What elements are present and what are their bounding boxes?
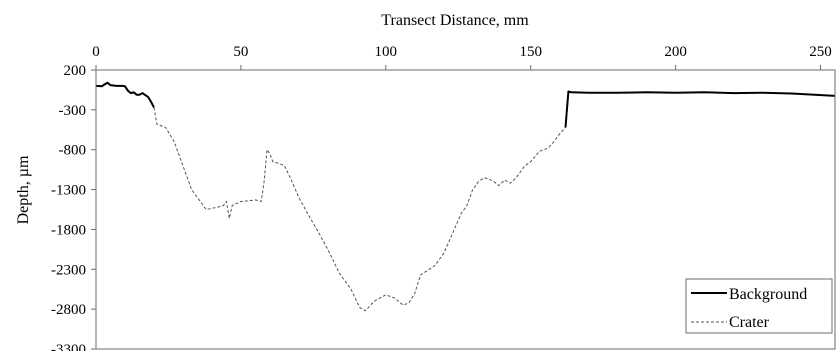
y-tick-label: -300: [59, 103, 87, 119]
series-layer: [95, 81, 836, 312]
x-axis-ticks: 0 50 100 150 200 250: [92, 44, 832, 70]
x-tick-label: 150: [519, 44, 542, 60]
y-tick-label: -2300: [51, 262, 86, 278]
x-tick-label: 200: [664, 44, 687, 60]
y-tick-label: 200: [64, 63, 87, 79]
y-tick-label: -800: [59, 143, 87, 159]
series-line-background: [95, 81, 155, 108]
legend-label-crater: Crater: [729, 314, 770, 331]
plot-area-frame: [95, 69, 836, 350]
x-tick-label: 100: [375, 44, 398, 60]
y-tick-label: -3300: [51, 342, 86, 351]
y-tick-label: -2800: [51, 302, 86, 318]
y-axis-ticks: 200 -300 -800 -1300 -1800 -2300 -2800 -3300: [51, 63, 96, 351]
legend: Background Crater: [685, 278, 833, 334]
legend-box: [685, 278, 833, 334]
y-axis-title: Depth, µm: [15, 155, 32, 224]
series-line-crater: [153, 107, 566, 312]
x-tick-label: 0: [92, 44, 100, 60]
series-line-background-right: [564, 90, 836, 128]
x-tick-label: 50: [233, 44, 248, 60]
y-tick-label: -1300: [51, 183, 86, 199]
x-axis-title: Transect Distance, mm: [381, 12, 529, 29]
x-tick-label: 250: [809, 44, 832, 60]
legend-label-background: Background: [729, 286, 807, 303]
y-tick-label: -1800: [51, 222, 86, 238]
